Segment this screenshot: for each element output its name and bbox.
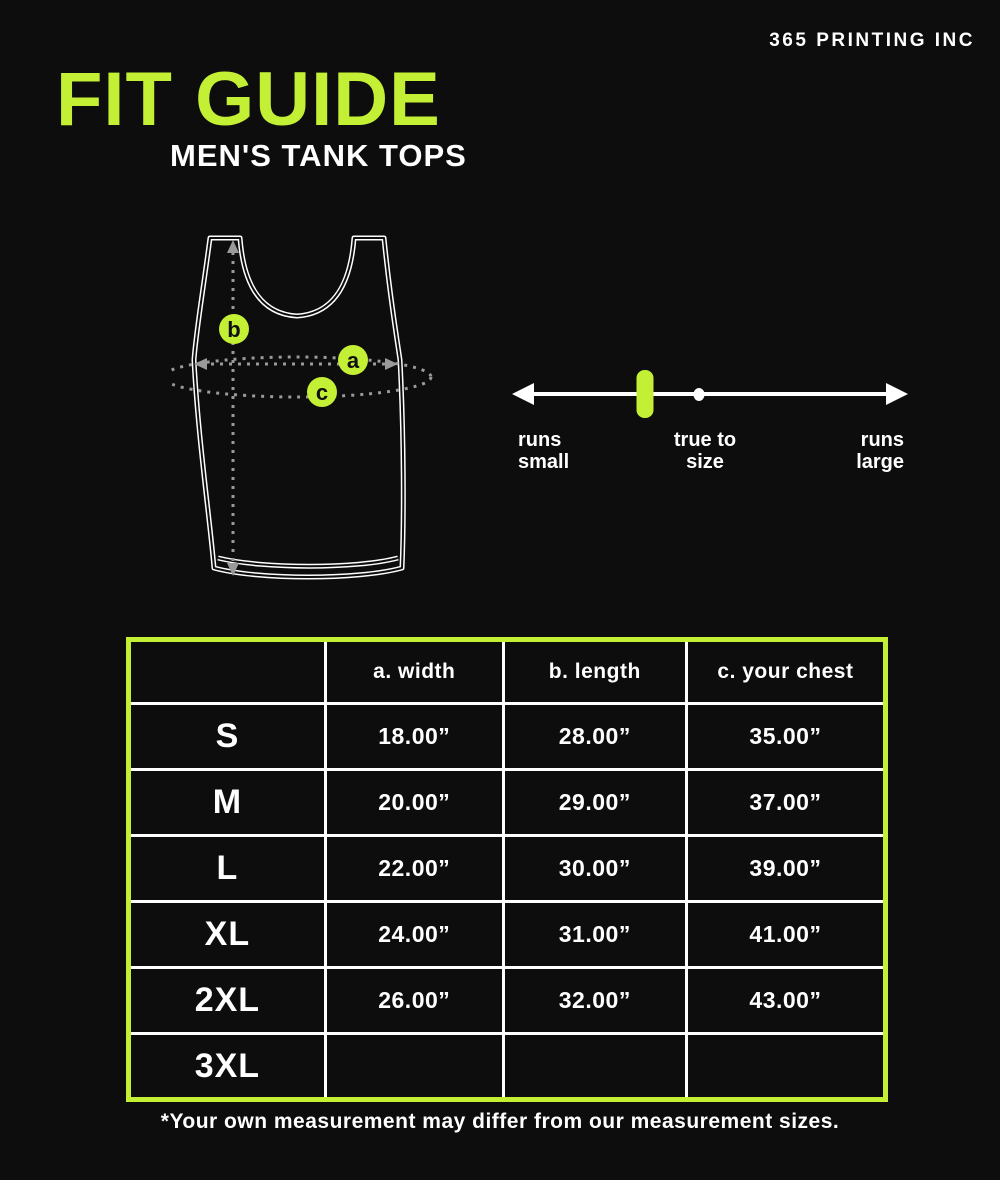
size-label: M [127, 768, 327, 837]
page-title: FIT GUIDE [56, 57, 441, 142]
width-value: 24.00” [323, 900, 505, 969]
width-value: 18.00” [323, 702, 505, 771]
marker-a-label: a [347, 348, 360, 373]
letter-markers: b a c [219, 314, 368, 407]
arrow-down-icon [227, 563, 239, 576]
size-label: S [127, 702, 327, 771]
table-row-s: S 18.00” 28.00” 35.00” [127, 702, 888, 771]
table-row-xl: XL 24.00” 31.00” 41.00” [127, 900, 888, 969]
size-label: 3XL [127, 1032, 327, 1101]
width-value: 20.00” [323, 768, 505, 837]
chest-value: 43.00” [684, 966, 888, 1035]
arrow-left-icon [194, 358, 207, 370]
table-row-l: L 22.00” 30.00” 39.00” [127, 834, 888, 903]
header-chest: c. your chest [684, 638, 888, 705]
size-table: a. width b. length c. your chest S 18.00… [126, 637, 888, 1102]
header-size [127, 638, 327, 705]
table-row-m: M 20.00” 29.00” 37.00” [127, 768, 888, 837]
tank-top-illustration-svg: b a c [161, 235, 433, 580]
measurement-guides [161, 252, 433, 564]
tank-top-diagram: b a c [161, 228, 468, 598]
arrow-right-icon [886, 383, 908, 405]
length-value: 28.00” [501, 702, 688, 771]
true-to-size-tick-dot [693, 388, 705, 401]
arrow-left-icon [512, 383, 534, 405]
chest-measure-ellipse [161, 355, 433, 399]
marker-a-circle [338, 345, 368, 375]
arrow-up-icon [227, 240, 239, 253]
size-label: XL [127, 900, 327, 969]
size-table-header-row: a. width b. length c. your chest [127, 638, 888, 705]
arrow-right-icon [385, 358, 398, 370]
size-label: L [127, 834, 327, 903]
header-width: a. width [323, 638, 505, 705]
length-value: 29.00” [501, 768, 688, 837]
length-value: 31.00” [501, 900, 688, 969]
marker-b-circle [219, 314, 249, 344]
page-subtitle: MEN'S TANK TOPS [170, 138, 467, 173]
chest-value: 39.00” [684, 834, 888, 903]
chest-value: 37.00” [684, 768, 888, 837]
true-to-size-label: true to size [673, 429, 737, 473]
width-value [323, 1032, 505, 1101]
marker-c-label: c [316, 380, 328, 405]
length-value: 30.00” [501, 834, 688, 903]
width-value: 22.00” [323, 834, 505, 903]
marker-b-label: b [227, 317, 240, 342]
size-label: 2XL [127, 966, 327, 1035]
fit-scale-axis-svg [512, 383, 908, 405]
width-value: 26.00” [323, 966, 505, 1035]
runs-large-label: runs large [856, 429, 904, 473]
runs-small-label: runs small [518, 429, 570, 473]
fit-scale: runs small true to size runs large [500, 358, 920, 478]
chest-value: 35.00” [684, 702, 888, 771]
table-row-2xl: 2XL 26.00” 32.00” 43.00” [127, 966, 888, 1035]
length-value: 32.00” [501, 966, 688, 1035]
measurement-arrowheads [194, 240, 398, 576]
length-value [501, 1032, 688, 1101]
chest-value: 41.00” [684, 900, 888, 969]
marker-c-circle [307, 377, 337, 407]
fit-indicator-marker [636, 370, 654, 418]
header-length: b. length [501, 638, 688, 705]
tank-outline [191, 235, 406, 580]
footnote: *Your own measurement may differ from ou… [160, 1110, 840, 1133]
brand-name: 365 PRINTING INC [769, 30, 975, 51]
chest-value [684, 1032, 888, 1101]
table-row-3xl: 3XL [127, 1032, 888, 1101]
